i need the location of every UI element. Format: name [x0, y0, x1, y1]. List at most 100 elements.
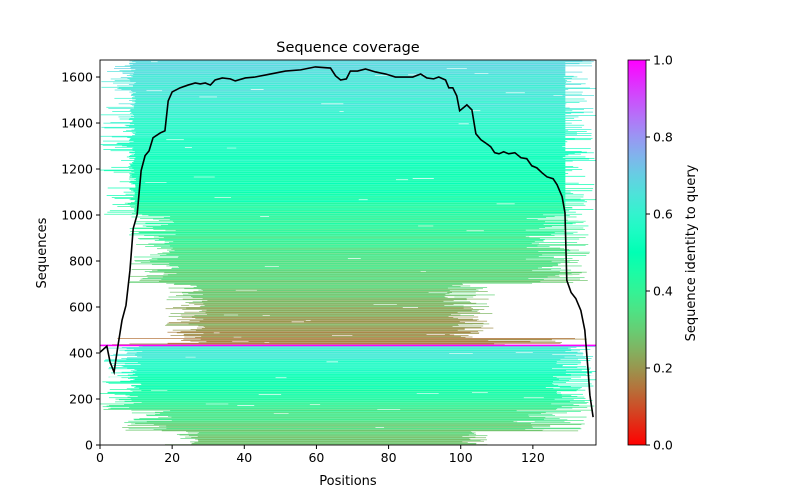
coverage-row	[134, 193, 574, 194]
coverage-row	[166, 324, 473, 325]
coverage-row	[124, 422, 571, 423]
x-tick-label: 80	[381, 450, 397, 465]
coverage-row	[124, 65, 592, 67]
coverage-row	[168, 251, 539, 252]
gap-segment	[466, 230, 484, 232]
coverage-row	[112, 204, 566, 205]
colorbar-tick-label: 0.6	[653, 207, 673, 222]
coverage-row	[126, 348, 571, 350]
coverage-row	[197, 439, 487, 441]
gap-segment	[470, 110, 481, 112]
gap-segment	[214, 197, 232, 199]
coverage-row	[134, 133, 578, 135]
coverage-row	[122, 73, 566, 74]
coverage-row	[126, 388, 581, 390]
coverage-row	[150, 261, 570, 263]
coverage-row	[117, 88, 596, 89]
coverage-row	[130, 198, 581, 200]
coverage-row	[132, 101, 566, 103]
coverage-row	[198, 440, 481, 441]
coverage-row	[158, 235, 526, 237]
coverage-row	[168, 315, 449, 317]
coverage-row	[178, 266, 553, 267]
y-tick-label: 200	[69, 392, 93, 407]
coverage-row	[133, 418, 545, 420]
coverage-row	[133, 227, 584, 229]
coverage-row	[158, 280, 567, 282]
coverage-row	[163, 217, 547, 219]
coverage-row	[100, 169, 566, 171]
coverage-row	[101, 81, 572, 83]
coverage-row	[132, 167, 566, 169]
coverage-row	[181, 340, 489, 341]
coverage-row	[133, 191, 566, 192]
coverage-row	[142, 225, 589, 227]
coverage-row	[194, 304, 454, 305]
coverage-row	[123, 366, 587, 368]
coverage-row	[194, 315, 475, 316]
coverage-row	[131, 162, 566, 163]
coverage-row	[129, 100, 566, 101]
coverage-row	[141, 390, 577, 392]
coverage-row	[197, 436, 463, 437]
coverage-row	[169, 291, 452, 293]
coverage-row	[175, 230, 564, 232]
coverage-row	[131, 423, 585, 425]
coverage-row	[134, 100, 587, 102]
coverage-row	[141, 356, 565, 358]
coverage-row	[145, 414, 529, 416]
coverage-row	[129, 155, 566, 156]
coverage-row	[133, 195, 566, 197]
coverage-row	[183, 333, 450, 335]
gap-segment	[184, 146, 192, 148]
coverage-row	[160, 224, 566, 226]
coverage-row	[107, 392, 561, 394]
coverage-row	[133, 154, 569, 156]
coverage-row	[127, 424, 551, 426]
alignment-rows	[100, 60, 596, 445]
coverage-row	[131, 409, 594, 411]
coverage-row	[134, 128, 592, 130]
coverage-row	[109, 389, 579, 390]
coverage-row	[127, 357, 586, 359]
coverage-row	[135, 92, 566, 94]
coverage-row	[103, 140, 566, 142]
coverage-row	[134, 159, 566, 161]
coverage-row	[114, 197, 566, 199]
coverage-row	[117, 375, 594, 377]
coverage-row	[120, 380, 589, 382]
coverage-row	[135, 184, 595, 185]
coverage-row	[173, 284, 463, 285]
y-tick-label: 1000	[61, 208, 93, 223]
coverage-row	[159, 426, 551, 428]
coverage-row	[129, 189, 566, 190]
coverage-row	[130, 206, 573, 208]
coverage-row	[132, 176, 566, 178]
coverage-row	[154, 411, 546, 413]
coverage-row	[125, 193, 566, 195]
coverage-row	[168, 224, 544, 225]
coverage-row	[131, 174, 566, 176]
coverage-row	[195, 438, 471, 440]
coverage-row	[102, 381, 553, 383]
coverage-row	[129, 138, 575, 140]
coverage-row	[176, 332, 480, 334]
coverage-row	[190, 295, 445, 297]
coverage-row	[145, 246, 550, 247]
gap-segment	[496, 203, 515, 205]
gap-segment	[262, 315, 270, 316]
coverage-row	[110, 355, 576, 357]
coverage-row	[106, 405, 595, 407]
coverage-row	[196, 285, 471, 287]
coverage-row	[149, 271, 587, 273]
coverage-row	[153, 229, 585, 230]
coverage-row	[132, 373, 587, 375]
coverage-row	[170, 410, 517, 412]
coverage-row	[169, 251, 590, 253]
coverage-row	[201, 335, 461, 337]
coverage-row	[109, 404, 580, 406]
coverage-row	[125, 429, 545, 431]
coverage-row	[133, 115, 596, 116]
coverage-row	[129, 177, 566, 178]
